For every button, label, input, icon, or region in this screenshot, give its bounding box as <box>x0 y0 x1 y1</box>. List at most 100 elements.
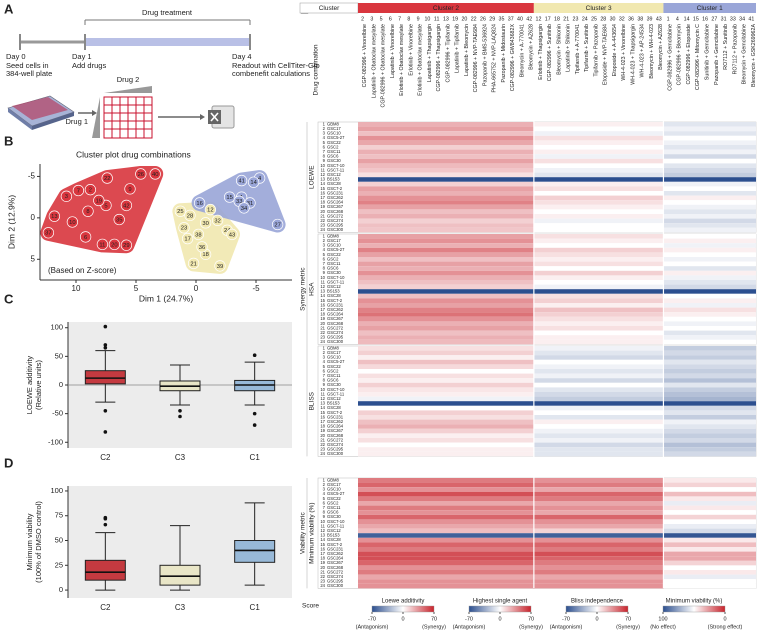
heatmap-cell <box>533 387 664 392</box>
heatmap-cell <box>663 447 756 452</box>
row-number: 19 <box>320 560 325 565</box>
chart-title: Cluster plot drug combinations <box>76 149 191 159</box>
step-text: Add drugs <box>72 61 106 70</box>
colorbar-tick-label: 70 <box>625 616 631 622</box>
heatmap-cell <box>663 234 756 239</box>
drug-name: CGP-082996 + GW843682X <box>510 24 516 92</box>
row-name: GSC22 <box>327 140 341 145</box>
heatmap-cell <box>358 433 534 438</box>
heatmap-cell <box>663 149 756 155</box>
point <box>108 238 121 251</box>
heatmap-cell <box>663 195 756 201</box>
heatmap-cell <box>663 145 756 150</box>
point <box>271 218 284 231</box>
point-label: 7 <box>77 188 80 194</box>
row-number: 12 <box>320 172 325 177</box>
point-label: 16 <box>196 201 202 207</box>
heatmap-cell <box>663 478 756 483</box>
row-number: 14 <box>320 405 325 410</box>
row-number: 13 <box>320 533 325 538</box>
heatmap-cell <box>358 163 534 168</box>
row-name: BS153 <box>327 401 340 406</box>
heatmap-cell <box>663 252 756 257</box>
legend-item-title: Minimum viability (%) <box>666 599 723 605</box>
row-number: 4 <box>323 359 326 364</box>
heatmap-cell <box>533 131 664 136</box>
section-label: Minimum viability (%) <box>309 502 316 563</box>
row-name: GSC12 <box>327 172 341 177</box>
heatmap-cell <box>663 261 756 267</box>
row-number: 6 <box>323 500 326 505</box>
row-name: GSC30 <box>327 382 341 387</box>
row-number: 17 <box>320 195 325 200</box>
heatmap-cell <box>358 247 534 253</box>
heatmap-cell <box>533 415 664 420</box>
heatmap-cell <box>358 270 534 276</box>
heatmap-cell <box>533 447 664 452</box>
row-number: 1 <box>323 233 326 238</box>
heatmap-cell <box>533 214 664 219</box>
point-label: 23 <box>181 226 187 232</box>
row-name: GSC10 <box>327 243 341 248</box>
plate-wells <box>12 97 68 120</box>
row-name: GSC22 <box>327 252 341 257</box>
column-number: 36 <box>628 16 634 22</box>
heatmap-cell <box>358 204 534 210</box>
column-number: 8 <box>407 16 410 22</box>
heatmap-cell <box>533 168 664 173</box>
legend-end-label: (Synergy) <box>519 624 543 630</box>
x-tick-label: -5 <box>252 284 260 293</box>
y-tick-label: 0 <box>31 213 36 222</box>
column-number: 25 <box>591 16 597 22</box>
column-number: 24 <box>582 16 588 22</box>
heatmap-cell <box>358 415 534 420</box>
point-label: 8 <box>86 209 89 215</box>
heatmap-cell <box>358 131 534 136</box>
heatmap-cell <box>358 312 534 317</box>
heatmap-cell <box>663 154 756 159</box>
heatmap-cell <box>663 227 756 233</box>
cluster-bar <box>358 3 534 13</box>
heatmap-cell <box>358 126 534 132</box>
heatmap-cell <box>663 280 756 285</box>
row-number: 3 <box>323 355 326 360</box>
heatmap-cell <box>533 556 664 561</box>
heatmap-cell <box>358 570 534 575</box>
outlier <box>252 411 257 416</box>
row-number: 21 <box>320 325 325 330</box>
row-number: 5 <box>323 252 326 257</box>
heatmap-cell <box>358 293 534 299</box>
heatmap-cell <box>533 442 664 448</box>
row-name: GSC22 <box>327 496 341 501</box>
dose-grid <box>103 96 153 139</box>
outlier <box>103 522 108 527</box>
row-name: GSC268 <box>327 565 344 570</box>
row-number: 17 <box>320 551 325 556</box>
heatmap-cell <box>533 247 664 253</box>
column-number: 2 <box>361 16 364 22</box>
heatmap-cell <box>663 122 756 127</box>
colorbar-tick-label: 100 <box>658 616 667 622</box>
row-number: 20 <box>320 321 325 326</box>
row-number: 8 <box>323 510 326 515</box>
row-number: 10 <box>320 275 325 280</box>
row-number: 19 <box>320 204 325 209</box>
heatmap-cell <box>663 359 756 365</box>
legend-end-label: (Synergy) <box>422 624 446 630</box>
heatmap-cell <box>533 149 664 155</box>
point-label: 5 <box>104 203 107 209</box>
box <box>159 564 201 586</box>
point <box>181 232 194 245</box>
drug-name: Bleomycin + Gemcitabine <box>742 24 748 84</box>
spreadsheet-icon <box>210 112 219 122</box>
heatmap-cell <box>663 396 756 402</box>
heatmap-cell <box>533 172 664 178</box>
heatmap-cell <box>663 316 756 322</box>
drug-name: CGP-082996 + Etoposide <box>686 24 692 85</box>
heatmap-cell <box>358 547 534 552</box>
point <box>235 174 248 187</box>
box <box>84 559 126 581</box>
heatmap-cell <box>533 424 664 429</box>
row-name: GSC12 <box>327 396 341 401</box>
point-label: 38 <box>195 232 201 238</box>
